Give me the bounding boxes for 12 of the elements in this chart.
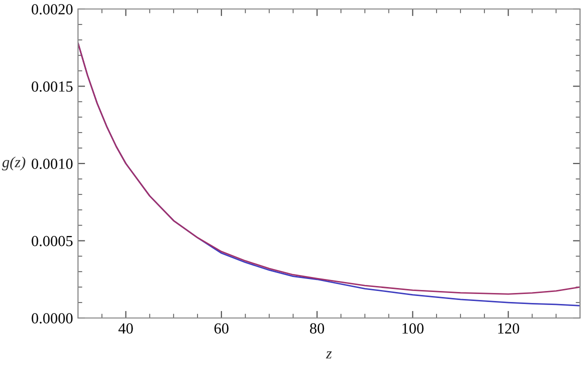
x-axis-title: z	[326, 351, 332, 358]
y-tick-label: 0.0005	[32, 236, 73, 246]
x-tick-label: 100	[402, 323, 424, 334]
x-tick-label: 120	[498, 323, 520, 334]
y-tick-label: 0.0015	[32, 81, 73, 92]
x-tick-label: 40	[118, 323, 133, 334]
y-tick-label: 0.0000	[32, 313, 73, 324]
x-tick-label: 60	[214, 323, 228, 334]
x-tick-label: 80	[310, 323, 324, 334]
y-axis-title: g(z)	[2, 156, 26, 170]
y-tick-label: 0.0020	[32, 4, 73, 15]
y-tick-label: 0.0010	[32, 158, 73, 170]
